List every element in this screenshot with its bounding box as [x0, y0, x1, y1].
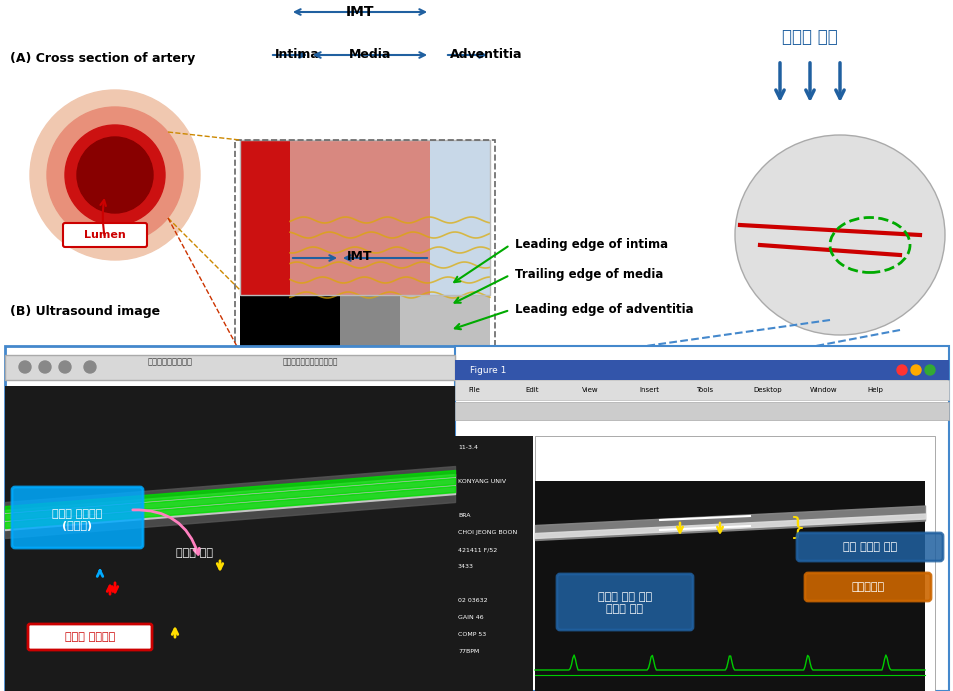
- Text: Media: Media: [349, 48, 391, 61]
- Text: Figure 1: Figure 1: [470, 366, 506, 375]
- Bar: [240, 140, 490, 295]
- FancyBboxPatch shape: [240, 140, 290, 295]
- FancyBboxPatch shape: [290, 140, 490, 295]
- Bar: [455, 380, 948, 400]
- Text: GAIN 46: GAIN 46: [457, 615, 483, 620]
- Text: }: }: [789, 516, 805, 540]
- Text: Leading edge of intima: Leading edge of intima: [515, 238, 667, 251]
- Text: Help: Help: [866, 387, 882, 393]
- Text: 77BPM: 77BPM: [457, 649, 478, 654]
- FancyBboxPatch shape: [399, 295, 490, 350]
- Bar: [535, 436, 934, 691]
- Text: 내중막 두께: 내중막 두께: [176, 548, 213, 558]
- Circle shape: [896, 365, 906, 375]
- Text: 상대적 중막두께: 상대적 중막두께: [65, 632, 115, 642]
- Bar: [535, 481, 924, 691]
- Text: Adventitia: Adventitia: [450, 48, 522, 61]
- Text: Lumen: Lumen: [84, 230, 126, 240]
- Text: KONYANG UNIV: KONYANG UNIV: [457, 479, 506, 484]
- Text: Tools: Tools: [696, 387, 713, 393]
- Text: 건양대학교병원심혈관센터: 건양대학교병원심혈관센터: [282, 357, 337, 366]
- Text: Window: Window: [809, 387, 837, 393]
- Text: Trailing edge of media: Trailing edge of media: [515, 268, 662, 281]
- FancyBboxPatch shape: [63, 223, 147, 247]
- Text: Leading edge of adventitia: Leading edge of adventitia: [515, 303, 693, 316]
- Text: BRA: BRA: [457, 513, 470, 518]
- Bar: [234, 140, 495, 360]
- Text: 심뇌혈관데이터센터: 심뇌혈관데이터센터: [148, 357, 193, 366]
- Text: 상대적 내막두께
(에코폭): 상대적 내막두께 (에코폭): [51, 509, 102, 531]
- Ellipse shape: [734, 135, 944, 335]
- Bar: [5, 355, 455, 380]
- Text: 초음파 방향: 초음파 방향: [781, 28, 837, 46]
- FancyBboxPatch shape: [240, 295, 339, 350]
- Circle shape: [39, 361, 51, 373]
- Text: 내막과 중맇 합한
내중막 두께: 내막과 중맇 합한 내중막 두께: [598, 592, 652, 614]
- Bar: [455, 360, 948, 380]
- Text: 11-3.4: 11-3.4: [457, 445, 477, 450]
- FancyBboxPatch shape: [28, 624, 152, 650]
- Circle shape: [910, 365, 920, 375]
- FancyBboxPatch shape: [557, 574, 692, 630]
- Text: Edit: Edit: [524, 387, 537, 393]
- Text: IMT: IMT: [347, 250, 373, 263]
- Bar: [455, 436, 533, 691]
- Circle shape: [84, 361, 96, 373]
- Text: 혁관단면도: 혁관단면도: [850, 582, 883, 592]
- Circle shape: [47, 107, 183, 243]
- FancyBboxPatch shape: [430, 140, 490, 295]
- FancyBboxPatch shape: [804, 573, 930, 601]
- Circle shape: [77, 137, 152, 213]
- Circle shape: [59, 361, 71, 373]
- Text: Insert: Insert: [639, 387, 659, 393]
- FancyBboxPatch shape: [12, 487, 143, 548]
- Text: Intima: Intima: [274, 48, 319, 61]
- FancyBboxPatch shape: [339, 295, 490, 350]
- Bar: [5, 386, 455, 691]
- Text: (A) Cross section of artery: (A) Cross section of artery: [10, 52, 195, 65]
- Text: View: View: [581, 387, 598, 393]
- Bar: [5, 346, 455, 691]
- Circle shape: [19, 361, 30, 373]
- Text: COMP 53: COMP 53: [457, 632, 486, 637]
- Text: 3433: 3433: [457, 564, 474, 569]
- Bar: [455, 346, 948, 691]
- Text: File: File: [468, 387, 479, 393]
- Bar: [455, 402, 948, 420]
- Text: (B) Ultrasound image: (B) Ultrasound image: [10, 305, 160, 318]
- Text: CHOI JEONG BOON: CHOI JEONG BOON: [457, 530, 517, 535]
- Circle shape: [65, 125, 165, 225]
- Text: Desktop: Desktop: [752, 387, 781, 393]
- Text: 02 03632: 02 03632: [457, 598, 487, 603]
- Text: IMT: IMT: [345, 5, 374, 19]
- Text: 421411 F/52: 421411 F/52: [457, 547, 497, 552]
- Circle shape: [924, 365, 934, 375]
- Text: 검정 부분은 혁액: 검정 부분은 혁액: [842, 542, 896, 552]
- Circle shape: [30, 90, 200, 260]
- FancyBboxPatch shape: [796, 533, 942, 561]
